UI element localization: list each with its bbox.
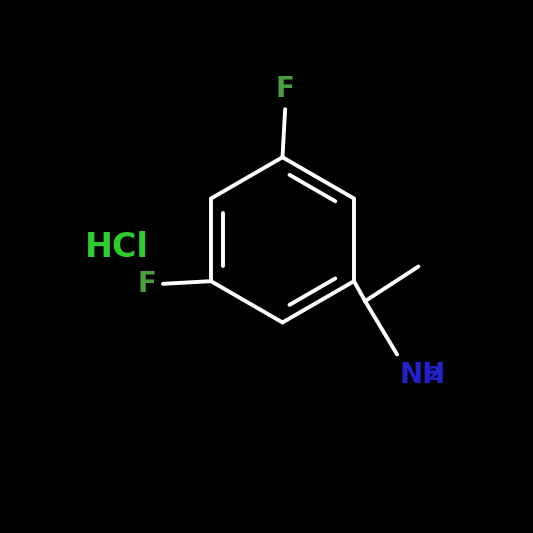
Text: NH: NH: [400, 361, 446, 389]
Text: 2: 2: [427, 365, 441, 384]
Text: F: F: [138, 270, 157, 298]
Text: F: F: [276, 75, 295, 103]
Text: HCl: HCl: [85, 231, 149, 264]
